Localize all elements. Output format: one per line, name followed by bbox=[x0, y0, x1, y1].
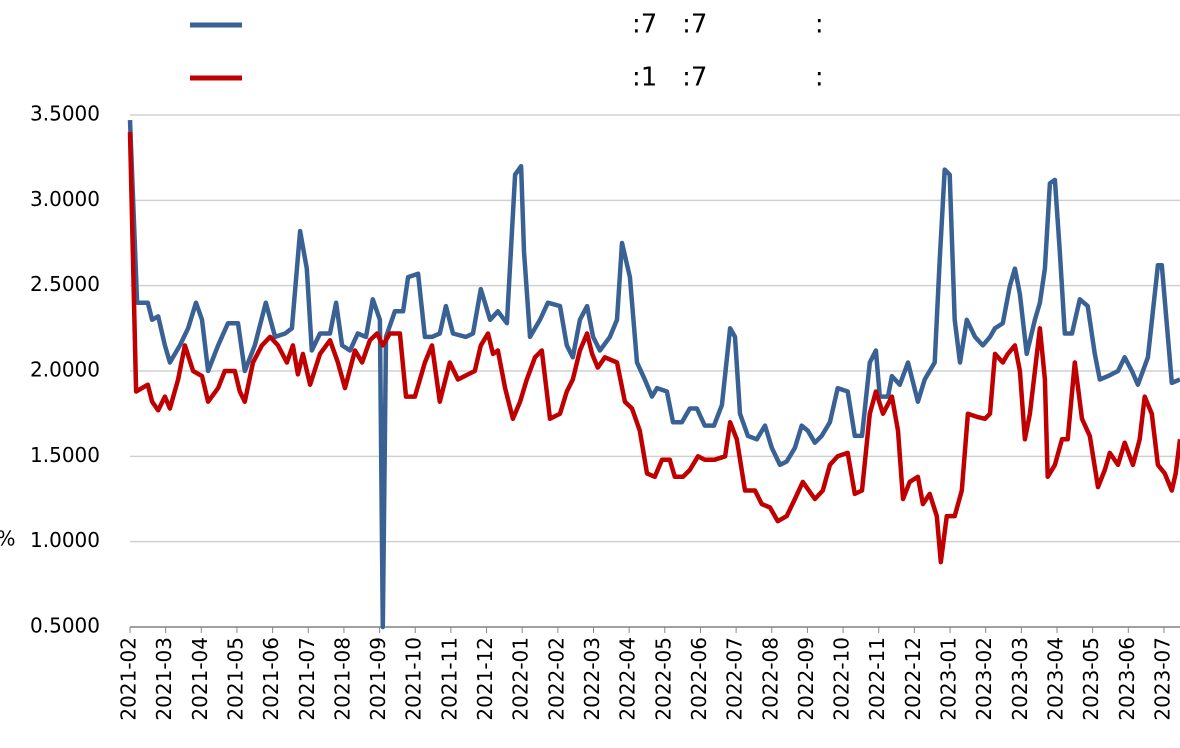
x-tick-label: 2022-11 bbox=[865, 637, 889, 721]
x-tick-label: 2023-02 bbox=[972, 637, 996, 721]
y-tick-label: 3.5000 bbox=[30, 102, 100, 126]
x-tick-label: 2021-03 bbox=[152, 637, 176, 721]
series-line bbox=[127, 120, 1180, 630]
y-tick-label: 2.0000 bbox=[30, 358, 100, 382]
x-tick-label: 2022-09 bbox=[794, 637, 818, 721]
x-tick-label: 2022-07 bbox=[723, 637, 747, 721]
x-tick-label: 2022-08 bbox=[758, 637, 782, 721]
x-tick-label: 2023-03 bbox=[1008, 637, 1032, 721]
y-axis-label: % bbox=[0, 527, 16, 551]
legend-label: :1 :7 : bbox=[632, 63, 824, 93]
x-tick-label: 2021-11 bbox=[437, 637, 461, 721]
y-tick-label: 1.0000 bbox=[30, 528, 100, 552]
x-tick-label: 2021-10 bbox=[402, 637, 426, 721]
x-tick-label: 2022-01 bbox=[509, 637, 533, 721]
y-tick-label: 1.5000 bbox=[30, 443, 100, 467]
legend-label: :7 :7 : bbox=[632, 10, 824, 40]
x-tick-label: 2021-02 bbox=[117, 637, 141, 721]
x-tick-label: 2021-09 bbox=[366, 637, 390, 721]
x-tick-label: 2022-10 bbox=[830, 637, 854, 721]
x-tick-label: 2023-06 bbox=[1115, 637, 1139, 721]
x-tick-label: 2021-07 bbox=[295, 637, 319, 721]
x-tick-label: 2023-07 bbox=[1150, 637, 1174, 721]
y-tick-label: 0.5000 bbox=[30, 614, 100, 638]
x-tick-label: 2022-12 bbox=[901, 637, 925, 721]
x-tick-label: 2022-05 bbox=[651, 637, 675, 721]
x-tick-label: 2021-06 bbox=[259, 637, 283, 721]
x-tick-label: 2022-06 bbox=[687, 637, 711, 721]
x-tick-label: 2022-03 bbox=[580, 637, 604, 721]
y-tick-label: 3.0000 bbox=[30, 187, 100, 211]
x-tick-label: 2023-04 bbox=[1043, 637, 1067, 721]
x-tick-label: 2023-01 bbox=[937, 637, 961, 721]
x-tick-label: 2022-02 bbox=[544, 637, 568, 721]
x-tick-label: 2021-05 bbox=[223, 637, 247, 721]
x-tick-label: 2023-05 bbox=[1079, 637, 1103, 721]
series-line bbox=[127, 132, 1180, 565]
x-tick-label: 2022-04 bbox=[616, 637, 640, 721]
x-tick-label: 2021-04 bbox=[188, 637, 212, 721]
x-tick-label: 2021-12 bbox=[473, 637, 497, 721]
x-tick-label: 2021-08 bbox=[330, 637, 354, 721]
y-tick-label: 2.5000 bbox=[30, 272, 100, 296]
